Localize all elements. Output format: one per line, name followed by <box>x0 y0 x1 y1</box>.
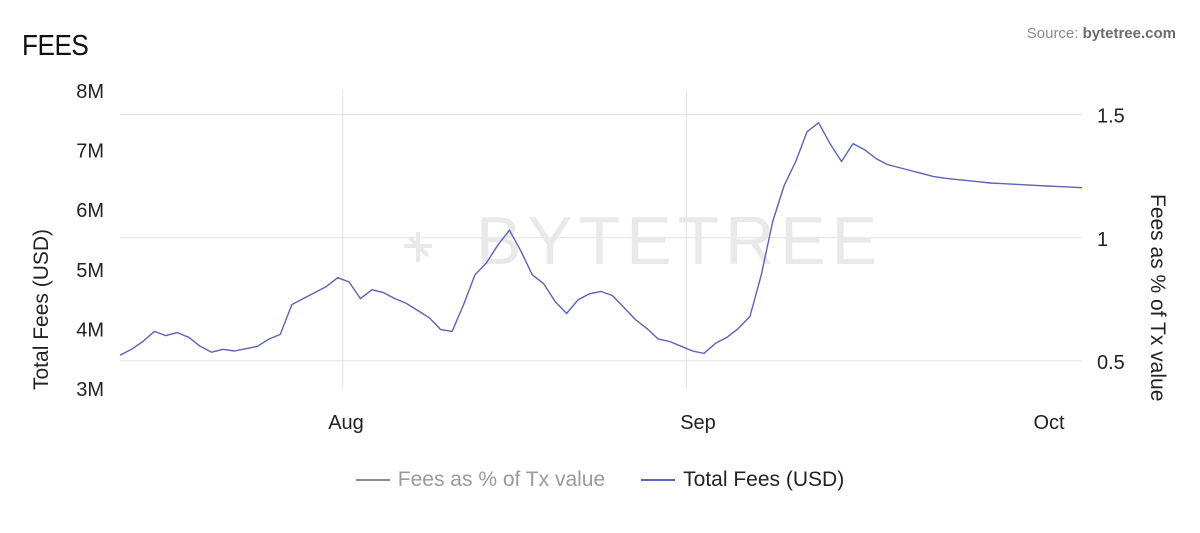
left-tick-label: 3M <box>76 379 104 401</box>
source-attribution[interactable]: Source: bytetree.com <box>1027 25 1176 42</box>
legend-swatch <box>355 479 390 481</box>
left-tick-label: 8M <box>76 81 104 103</box>
series-layer <box>119 122 1083 356</box>
legend-label: Total Fees (USD) <box>683 468 845 491</box>
left-tick-label: 5M <box>76 260 104 282</box>
legend-item[interactable]: Fees as % of Tx value <box>355 468 606 492</box>
legend-label: Fees as % of Tx value <box>397 468 606 491</box>
left-tick-label: 6M <box>76 200 104 222</box>
grid-layer <box>120 90 1082 388</box>
left-axis-title: Total Fees (USD) <box>30 229 53 390</box>
chart-title: FEES <box>22 30 89 62</box>
right-tick-label: 1.5 <box>1097 106 1125 128</box>
right-tick-label: 0.5 <box>1097 352 1125 374</box>
watermark-text: BYTETREE <box>476 203 883 279</box>
source-name[interactable]: bytetree.com <box>1082 25 1176 42</box>
right-axis-ticks: 1.5 1 0.5 <box>1097 106 1125 374</box>
right-axis-title: Fees as % of Tx value <box>1146 194 1169 401</box>
left-tick-label: 7M <box>76 141 104 163</box>
right-tick-label: 1 <box>1097 229 1108 251</box>
left-axis-ticks: 8M 7M 6M 5M 4M 3M <box>76 81 104 401</box>
x-axis-ticks: Aug Sep Oct <box>328 412 1065 434</box>
legend-swatch <box>641 479 676 481</box>
chart-legend: Fees as % of Tx value Total Fees (USD) <box>0 468 1200 492</box>
x-tick-label: Oct <box>1033 412 1065 434</box>
x-tick-label: Aug <box>328 412 364 434</box>
series-total-fees-line[interactable] <box>119 122 1083 356</box>
x-tick-label: Sep <box>680 412 716 434</box>
left-tick-label: 4M <box>76 319 104 341</box>
legend-item[interactable]: Total Fees (USD) <box>641 468 844 492</box>
source-prefix: Source: <box>1026 25 1083 42</box>
watermark-logo-icon <box>404 232 432 262</box>
